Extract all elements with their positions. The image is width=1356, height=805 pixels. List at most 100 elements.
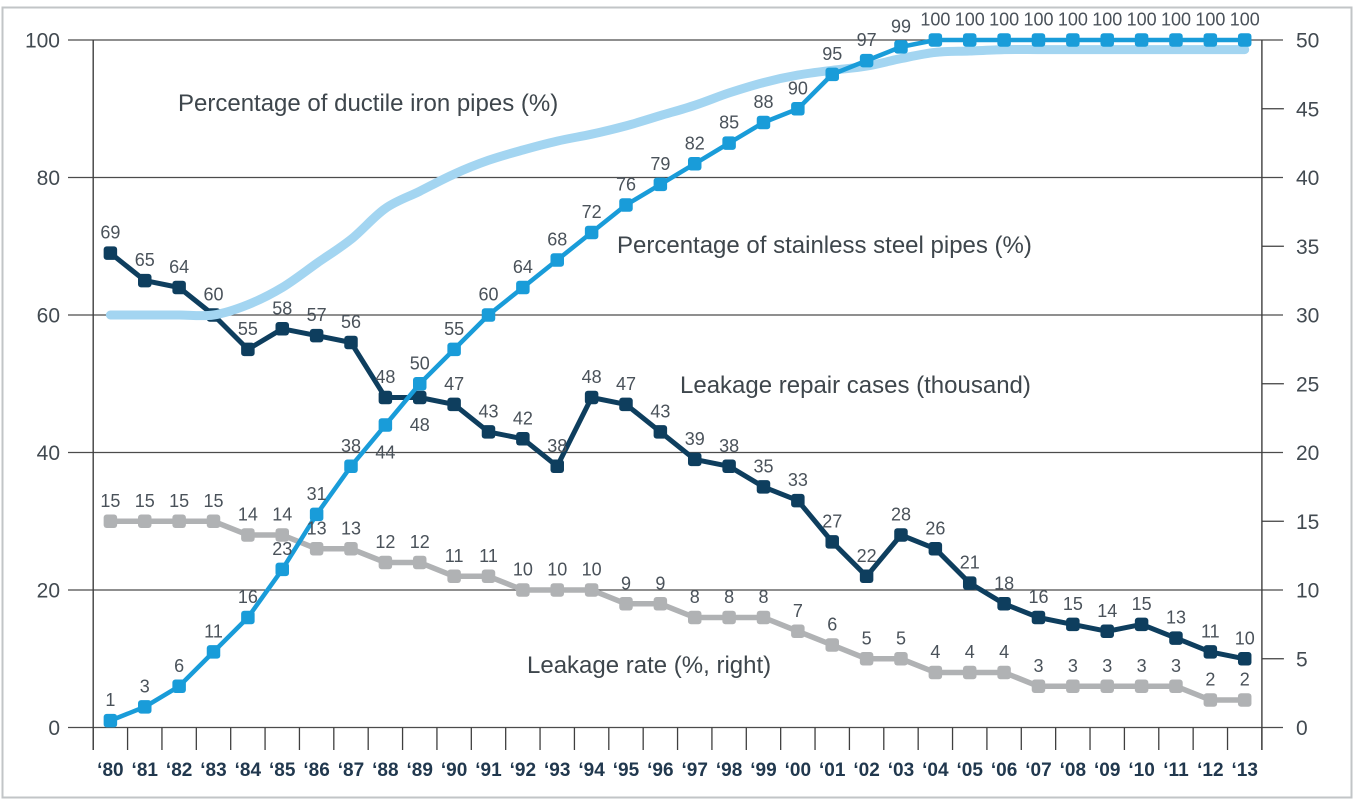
- marker-leakage_rate: [997, 665, 1011, 680]
- marker-stainless: [378, 418, 393, 432]
- data-label-stainless: 97: [857, 30, 877, 50]
- data-label-stainless: 100: [955, 10, 985, 30]
- data-label-leakage_rate: 5: [862, 628, 872, 648]
- data-label-leakage_rate: 14: [272, 505, 292, 525]
- data-label-leakage_rate: 15: [203, 491, 223, 511]
- marker-repair: [550, 459, 564, 473]
- marker-stainless: [241, 610, 255, 625]
- data-label-repair: 48: [375, 367, 395, 387]
- marker-stainless: [309, 507, 324, 522]
- data-label-leakage_rate: 9: [655, 573, 665, 593]
- marker-leakage_rate: [481, 569, 496, 583]
- data-label-repair: 33: [788, 470, 808, 490]
- right-axis-tick-label: 20: [1296, 442, 1319, 465]
- right-axis-tick-label: 15: [1296, 511, 1319, 534]
- data-label-stainless: 100: [1127, 10, 1157, 30]
- marker-leakage_rate: [138, 514, 152, 528]
- data-label-stainless: 100: [1230, 10, 1260, 30]
- x-axis-year-label: ‘93: [544, 760, 570, 781]
- data-label-stainless: 38: [341, 436, 361, 456]
- marker-leakage_rate: [1031, 679, 1046, 693]
- marker-repair: [481, 425, 496, 439]
- marker-leakage_rate: [550, 583, 564, 597]
- data-label-stainless: 100: [1161, 10, 1191, 30]
- marker-repair: [516, 432, 530, 446]
- marker-stainless: [653, 177, 668, 192]
- marker-stainless: [172, 679, 186, 693]
- data-label-repair: 38: [547, 436, 567, 456]
- marker-leakage_rate: [825, 638, 839, 652]
- series-leakage_rate: [103, 514, 1252, 707]
- marker-stainless: [791, 102, 805, 116]
- x-axis-year-label: ‘91: [475, 760, 502, 781]
- data-label-stainless: 72: [582, 202, 602, 222]
- data-label-stainless: 100: [1023, 10, 1053, 30]
- data-label-repair: 38: [719, 436, 739, 456]
- marker-repair: [894, 528, 908, 542]
- x-axis-year-label: ‘07: [1025, 760, 1051, 781]
- data-label-leakage_rate: 4: [930, 642, 940, 662]
- data-label-stainless: 11: [204, 621, 223, 641]
- marker-stainless: [928, 33, 943, 47]
- marker-repair: [619, 397, 633, 412]
- marker-repair: [1066, 617, 1080, 632]
- series-line-ductile: [105, 45, 1250, 321]
- right-axis-tick-label: 10: [1296, 580, 1319, 603]
- marker-stainless: [859, 53, 874, 68]
- data-label-leakage_rate: 10: [547, 560, 567, 580]
- data-label-repair: 69: [100, 223, 120, 243]
- data-label-leakage_rate: 3: [1171, 656, 1181, 676]
- data-label-leakage_rate: 11: [479, 546, 498, 566]
- marker-repair: [1237, 652, 1252, 666]
- x-axis-year-label: ‘02: [853, 760, 879, 781]
- marker-repair: [275, 322, 290, 336]
- right-axis-tick-label: 5: [1296, 648, 1308, 671]
- marker-leakage_rate: [241, 528, 255, 542]
- data-label-leakage_rate: 3: [1137, 656, 1147, 676]
- marker-leakage_rate: [1066, 679, 1080, 693]
- data-label-leakage_rate: 10: [582, 560, 602, 580]
- marker-leakage_rate: [722, 610, 736, 625]
- x-axis-year-label: ‘08: [1060, 760, 1086, 781]
- x-axis-year-label: ‘82: [166, 760, 192, 781]
- x-axis-year-label: ‘84: [235, 760, 262, 781]
- data-label-leakage_rate: 14: [238, 505, 258, 525]
- annotation-rate-series-label: Leakage rate (%, right): [527, 652, 771, 679]
- x-axis-year-label: ‘99: [750, 760, 776, 781]
- right-axis-tick-label: 45: [1296, 98, 1319, 121]
- marker-repair: [997, 597, 1011, 611]
- data-label-leakage_rate: 5: [896, 628, 906, 648]
- marker-stainless: [1066, 33, 1080, 47]
- marker-stainless: [447, 342, 461, 357]
- data-label-leakage_rate: 9: [621, 573, 631, 593]
- data-label-repair: 15: [1132, 594, 1152, 614]
- marker-stainless: [206, 645, 221, 659]
- marker-leakage_rate: [894, 652, 908, 666]
- marker-repair: [1134, 617, 1149, 632]
- right-axis-tick-label: 30: [1296, 305, 1319, 328]
- marker-leakage_rate: [791, 624, 805, 638]
- data-label-leakage_rate: 2: [1205, 670, 1215, 690]
- marker-repair: [825, 535, 839, 549]
- data-label-stainless: 1: [105, 690, 115, 710]
- marker-stainless: [997, 33, 1011, 47]
- data-label-leakage_rate: 12: [375, 532, 395, 552]
- left-axis-tick-label: 100: [25, 30, 60, 53]
- data-label-stainless: 100: [920, 10, 950, 30]
- data-label-repair: 48: [410, 415, 430, 435]
- data-label-leakage_rate: 8: [724, 587, 734, 607]
- data-label-repair: 35: [753, 456, 773, 476]
- data-label-repair: 65: [135, 250, 155, 270]
- data-label-repair: 47: [616, 374, 636, 394]
- right-axis-tick-label: 50: [1296, 30, 1319, 53]
- data-label-leakage_rate: 3: [1033, 656, 1043, 676]
- data-label-repair: 55: [238, 319, 258, 339]
- data-label-leakage_rate: 3: [1102, 656, 1112, 676]
- data-label-stainless: 44: [375, 443, 395, 463]
- marker-leakage_rate: [172, 514, 186, 528]
- marker-stainless: [722, 136, 736, 150]
- data-label-leakage_rate: 13: [307, 518, 327, 538]
